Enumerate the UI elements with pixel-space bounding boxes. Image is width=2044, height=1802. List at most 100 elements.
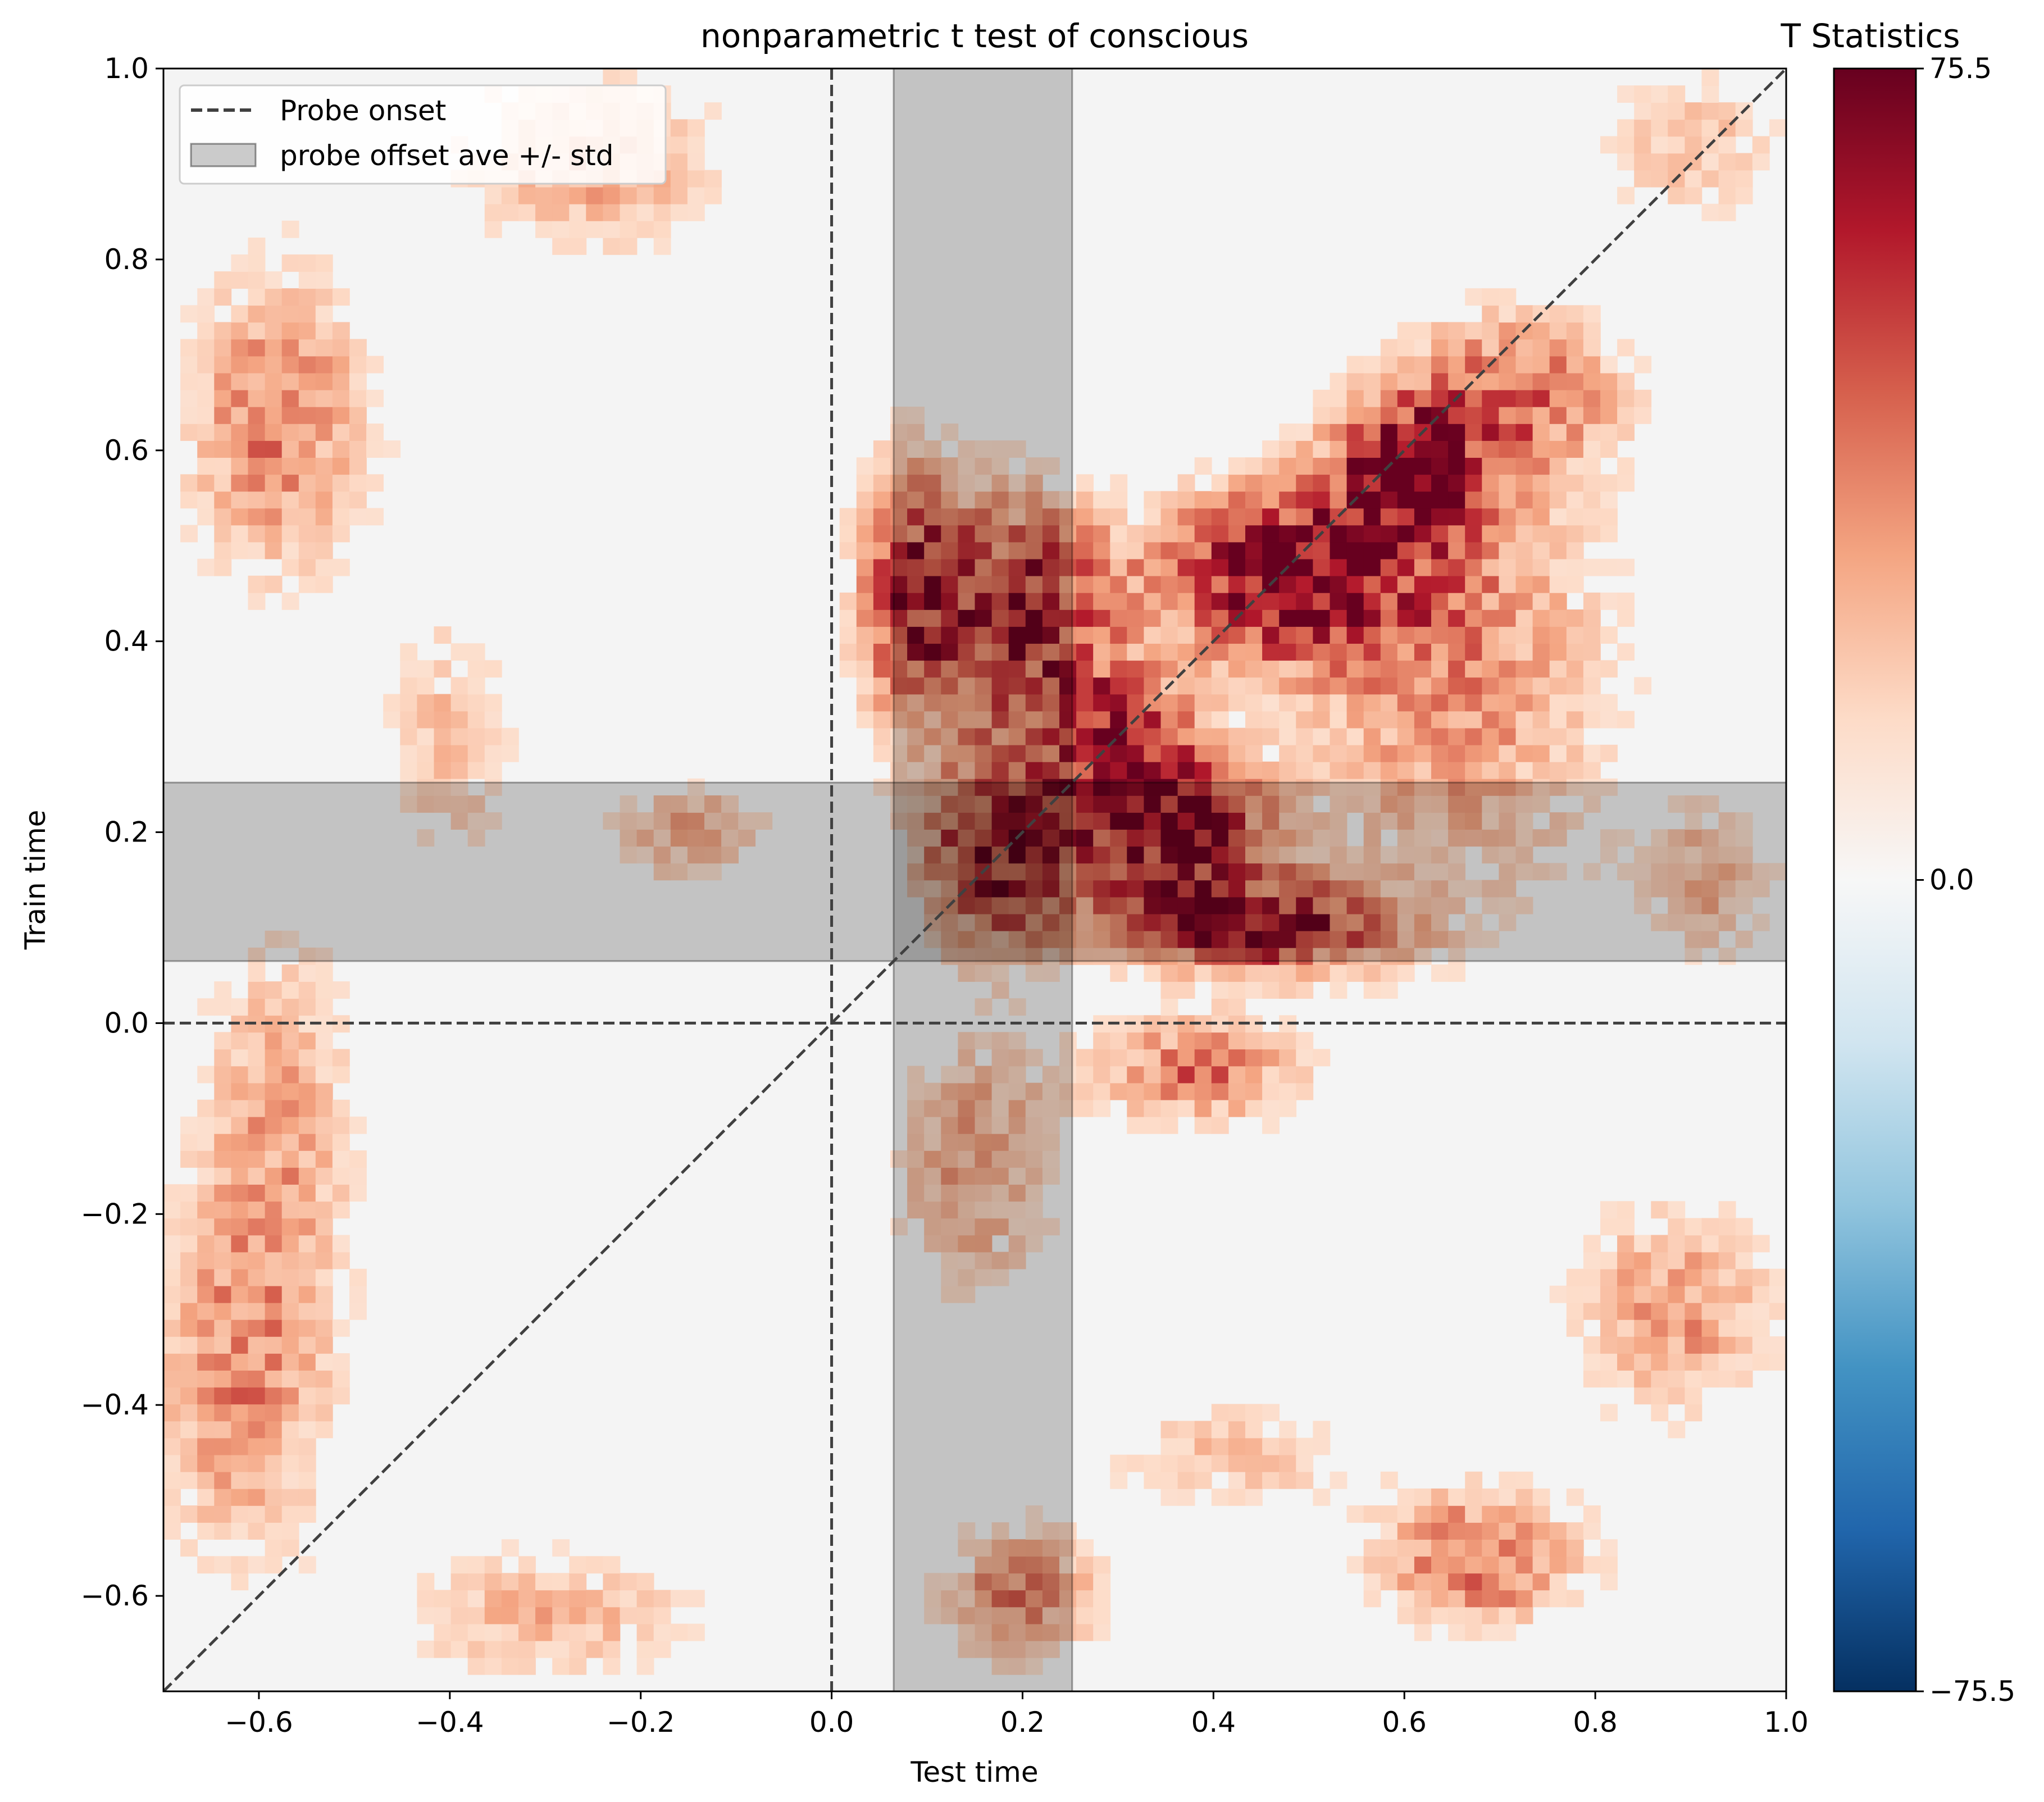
heatmap-cell <box>1110 1066 1128 1084</box>
heatmap-cell <box>1110 643 1128 661</box>
heatmap-cell <box>1076 744 1094 762</box>
heatmap-cell <box>890 575 908 593</box>
heatmap-cell <box>603 1623 621 1641</box>
heatmap-cell <box>1194 1437 1212 1455</box>
heatmap-cell <box>1363 677 1381 695</box>
heatmap-cell <box>1160 491 1178 509</box>
heatmap-cell <box>1363 372 1381 390</box>
heatmap-cell <box>1414 1522 1432 1540</box>
heatmap-cell <box>1330 744 1348 762</box>
heatmap-cell <box>231 1268 249 1286</box>
heatmap-cell <box>197 1167 215 1185</box>
heatmap-cell <box>180 339 198 357</box>
heatmap-cell <box>265 491 283 509</box>
heatmap-cell <box>1380 558 1398 576</box>
heatmap-cell <box>1397 322 1415 340</box>
heatmap-cell <box>687 186 705 204</box>
heatmap-cell <box>1025 727 1043 745</box>
heatmap-cell <box>1245 575 1263 593</box>
heatmap-cell <box>1380 1556 1398 1574</box>
heatmap-cell <box>1042 1539 1060 1557</box>
heatmap-cell <box>1211 1437 1229 1455</box>
heatmap-cell <box>958 474 976 492</box>
chart-title: nonparametric t test of conscious <box>700 17 1249 55</box>
heatmap-cell <box>924 457 942 475</box>
heatmap-cell <box>1211 981 1229 999</box>
heatmap-cell <box>1431 643 1449 661</box>
heatmap-cell <box>1380 711 1398 729</box>
heatmap-cell <box>975 1116 993 1134</box>
heatmap-cell <box>332 339 350 357</box>
heatmap-cell <box>248 1404 266 1422</box>
heatmap-cell <box>1194 558 1212 576</box>
heatmap-cell <box>1617 592 1635 610</box>
heatmap-cell <box>1262 626 1280 644</box>
heatmap-cell <box>1549 643 1567 661</box>
heatmap-cell <box>1076 575 1094 593</box>
heatmap-cell <box>958 930 976 948</box>
heatmap-cell <box>1228 727 1246 745</box>
heatmap-cell <box>1651 153 1669 171</box>
heatmap-cell <box>991 677 1009 695</box>
heatmap-cell <box>332 1049 350 1067</box>
heatmap-cell <box>1008 1066 1026 1084</box>
heatmap-cell <box>315 1032 333 1050</box>
heatmap-cell <box>281 220 299 238</box>
heatmap-cell <box>1228 660 1246 678</box>
heatmap-cell <box>856 694 874 712</box>
heatmap-cell <box>231 1167 249 1185</box>
heatmap-cell <box>1363 761 1381 779</box>
heatmap-cell <box>298 1184 316 1202</box>
heatmap-cell <box>265 1404 283 1422</box>
heatmap-cell <box>1414 406 1432 424</box>
heatmap-cell <box>1532 1590 1550 1608</box>
heatmap-cell <box>231 1437 249 1455</box>
heatmap-cell <box>1144 643 1162 661</box>
heatmap-cell <box>1499 558 1517 576</box>
heatmap-cell <box>975 525 993 543</box>
heatmap-cell <box>1076 1539 1094 1557</box>
heatmap-cell <box>265 1184 283 1202</box>
heatmap-cell <box>1144 1049 1162 1067</box>
heatmap-cell <box>924 643 942 661</box>
heatmap-cell <box>1363 525 1381 543</box>
heatmap-cell <box>366 508 384 526</box>
heatmap-cell <box>1634 677 1652 695</box>
heatmap-cell <box>1330 761 1348 779</box>
heatmap-cell <box>941 947 959 965</box>
heatmap-cell <box>1093 1607 1111 1624</box>
heatmap-cell <box>281 1201 299 1219</box>
heatmap-cell <box>941 1607 959 1624</box>
heatmap-cell <box>467 829 485 847</box>
heatmap-cell <box>1583 643 1601 661</box>
heatmap-cell <box>1448 356 1465 374</box>
heatmap-cell <box>1499 761 1517 779</box>
heatmap-cell <box>248 1454 266 1472</box>
heatmap-cell <box>1194 694 1212 712</box>
heatmap-cell <box>1008 626 1026 644</box>
heatmap-cell <box>1600 1353 1618 1371</box>
heatmap-cell <box>1482 1556 1500 1574</box>
heatmap-cell <box>1008 880 1026 898</box>
heatmap-cell <box>315 575 333 593</box>
heatmap-cell <box>332 1235 350 1253</box>
heatmap-cell <box>1245 1437 1263 1455</box>
heatmap-cell <box>298 1066 316 1084</box>
heatmap-cell <box>1515 1590 1533 1608</box>
heatmap-cell <box>467 1623 485 1641</box>
heatmap-cell <box>1397 1522 1415 1540</box>
heatmap-cell <box>434 1607 452 1624</box>
heatmap-cell <box>535 1623 553 1641</box>
heatmap-cell <box>484 1590 502 1608</box>
heatmap-cell <box>417 711 435 729</box>
heatmap-cell <box>197 1218 215 1236</box>
heatmap-cell <box>1346 592 1364 610</box>
heatmap-cell <box>1482 727 1500 745</box>
heatmap-cell <box>1160 1116 1178 1134</box>
heatmap-cell <box>1279 711 1297 729</box>
heatmap-cell <box>1701 85 1719 103</box>
heatmap-cell <box>281 1150 299 1168</box>
heatmap-cell <box>1752 1319 1770 1337</box>
heatmap-cell <box>1279 626 1297 644</box>
heatmap-cell <box>873 508 891 526</box>
